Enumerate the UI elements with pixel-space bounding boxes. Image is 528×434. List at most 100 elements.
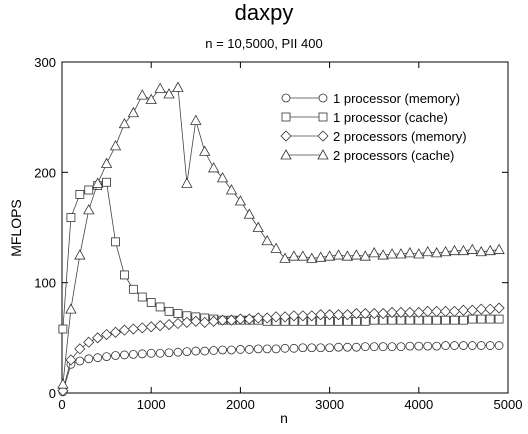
series-1-point-3 [84, 185, 94, 195]
series-3-point-37 [386, 248, 398, 259]
series-0-point-18 [218, 345, 227, 355]
series-0-point-7 [120, 350, 129, 360]
y-tick-label-0: 0 [49, 386, 56, 401]
series-0-point-4 [93, 353, 103, 363]
series-3-point-44 [448, 244, 461, 256]
series-0-point-16 [200, 346, 210, 356]
series-3-point-39 [404, 247, 416, 258]
series-0-point-25 [280, 343, 290, 353]
series-3-point-40 [413, 248, 425, 259]
legend-marker-right-0 [318, 93, 328, 103]
legend: 1 processor (memory) 1 processor (cache) 2… [280, 91, 467, 163]
series-2-point-21 [243, 313, 255, 325]
series-0-point-42 [432, 341, 442, 351]
series-0-point-23 [262, 344, 272, 354]
series-0-point-48 [485, 341, 495, 350]
series-0-point-6 [111, 351, 120, 360]
series-2-point-36 [377, 307, 389, 320]
series-2-point-37 [386, 306, 398, 319]
series-1-point-12 [164, 306, 174, 316]
series-2-point-24 [270, 311, 282, 323]
series-2-point-47 [475, 303, 487, 315]
series-2-point-7 [118, 324, 131, 336]
series-1-point-2 [75, 189, 85, 199]
series-0-point-39 [405, 341, 415, 351]
series-2-point-6 [109, 326, 122, 338]
series-2-point-23 [261, 312, 273, 324]
series-3-point-33 [350, 249, 363, 260]
series-2-point-35 [368, 307, 380, 320]
series-0 [58, 341, 504, 397]
series-0-point-12 [164, 348, 174, 358]
legend-entry-3: 2 processors (cache) [280, 148, 454, 163]
series-3-point-24 [270, 242, 282, 253]
series-3-point-2 [74, 249, 86, 260]
series-0-point-37 [387, 342, 397, 352]
series-2-point-11 [154, 320, 166, 332]
legend-marker-left-0 [281, 93, 291, 103]
legend-marker-right-3 [317, 149, 329, 160]
series-1-point-13 [173, 309, 183, 318]
series-2-point-4 [92, 332, 104, 344]
series-3-point-21 [243, 208, 255, 219]
series-2-point-16 [199, 316, 211, 328]
legend-entry-1: 1 processor (cache) [281, 110, 448, 125]
series-3-point-1 [65, 303, 77, 314]
series-2-point-39 [404, 306, 416, 319]
series-2-point-29 [315, 309, 327, 321]
series-0-point-49 [494, 341, 504, 350]
series-1-point-9 [137, 292, 147, 302]
legend-marker-left-3 [280, 149, 292, 160]
series-2-point-25 [279, 311, 291, 323]
series-0-point-22 [253, 344, 263, 354]
series-0-point-33 [351, 342, 361, 352]
series-3-point-45 [457, 244, 470, 256]
x-tick-label-5: 5000 [494, 397, 523, 412]
series-3-point-32 [341, 250, 354, 261]
series-3-point-29 [315, 251, 327, 262]
series-0-point-32 [343, 342, 352, 352]
series-0-point-47 [476, 341, 486, 350]
series-0-point-45 [458, 341, 468, 350]
series-2-point-12 [163, 319, 175, 331]
series-1-point-48 [485, 314, 495, 324]
series-2-point-27 [297, 310, 309, 322]
series-0-point-11 [155, 348, 165, 358]
series-3-point-5 [100, 157, 113, 168]
series-2-point-43 [439, 305, 452, 317]
series-2-point-26 [288, 310, 300, 322]
series-2 [57, 302, 505, 397]
series-2-point-38 [395, 306, 407, 319]
series-line-0 [62, 345, 500, 393]
series-0-point-36 [378, 342, 388, 352]
series-1-point-47 [476, 314, 486, 324]
series-3-point-46 [466, 243, 478, 254]
series-0-point-19 [227, 345, 236, 355]
series-0-point-43 [441, 341, 450, 350]
series-3-point-9 [136, 89, 148, 100]
legend-marker-left-2 [280, 130, 292, 142]
series-3-point-14 [181, 177, 193, 188]
series-2-point-15 [190, 315, 202, 327]
series-0-point-40 [414, 341, 424, 351]
series-2-point-45 [457, 304, 469, 316]
series-3-point-8 [127, 106, 140, 118]
series-0-point-34 [360, 342, 370, 352]
series-0-point-41 [423, 341, 433, 351]
series-0-point-8 [128, 349, 138, 359]
series-0-point-2 [75, 356, 85, 366]
series-2-point-28 [306, 310, 318, 322]
series-2-point-18 [216, 314, 229, 326]
x-tick-label-4: 4000 [404, 397, 433, 412]
y-tick-label-3: 300 [34, 55, 56, 70]
series-0-point-21 [244, 345, 254, 354]
series-2-point-48 [484, 303, 496, 315]
x-tick-label-1: 1000 [137, 397, 166, 412]
series-2-point-44 [448, 305, 461, 317]
series-3-point-35 [368, 247, 380, 258]
series-0-point-13 [173, 347, 183, 357]
series-3-point-36 [377, 249, 389, 260]
series-3-point-4 [92, 177, 104, 188]
series-0-point-3 [84, 354, 94, 364]
series-1-point-41 [423, 315, 433, 325]
